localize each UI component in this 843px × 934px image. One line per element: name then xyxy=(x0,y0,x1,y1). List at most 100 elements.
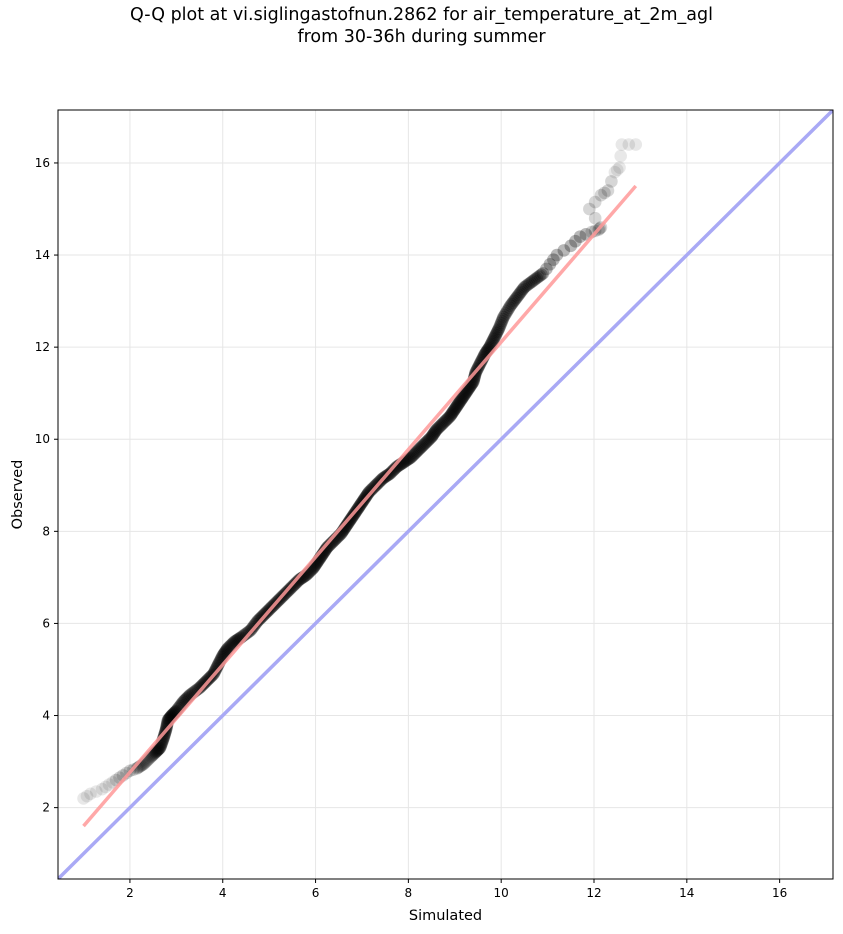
data-point xyxy=(422,432,436,446)
x-tick-label: 14 xyxy=(679,886,694,900)
data-point xyxy=(322,540,335,553)
data-point xyxy=(439,414,452,428)
data-point xyxy=(494,318,507,332)
data-point xyxy=(435,417,449,431)
x-tick-label: 12 xyxy=(586,886,601,900)
plot-frame xyxy=(57,109,834,880)
data-point xyxy=(442,411,456,424)
data-point xyxy=(532,270,545,284)
data-point xyxy=(515,284,529,297)
data-point xyxy=(519,279,533,293)
data-point xyxy=(512,288,525,302)
data-point xyxy=(239,627,253,641)
data-point xyxy=(598,186,611,200)
data-point xyxy=(564,239,578,253)
y-tick-label: 4 xyxy=(42,709,50,723)
data-point xyxy=(511,290,524,303)
data-point xyxy=(409,446,422,460)
data-point xyxy=(450,400,463,414)
x-tick-label: 10 xyxy=(494,886,509,900)
data-point xyxy=(223,640,237,653)
data-point xyxy=(484,337,498,351)
data-point xyxy=(456,391,469,405)
data-point xyxy=(503,301,516,314)
data-point xyxy=(222,641,235,654)
data-point xyxy=(403,452,416,465)
data-point xyxy=(522,277,536,291)
data-point xyxy=(535,268,548,281)
data-point xyxy=(615,138,629,151)
data-point xyxy=(425,430,438,444)
y-tick-label: 2 xyxy=(42,801,50,815)
data-point xyxy=(449,401,462,415)
identity-line xyxy=(58,110,833,879)
data-point xyxy=(340,518,354,531)
data-point xyxy=(440,413,453,426)
data-point xyxy=(405,450,419,463)
data-point xyxy=(77,792,90,805)
plot-area xyxy=(58,110,833,879)
data-point xyxy=(415,439,429,453)
data-point xyxy=(446,406,459,420)
data-point xyxy=(601,184,615,197)
data-point xyxy=(218,645,232,659)
x-tick-label: 16 xyxy=(772,886,787,900)
data-point xyxy=(427,427,441,440)
data-point xyxy=(493,320,506,334)
data-point xyxy=(457,389,471,402)
data-point xyxy=(412,443,426,456)
data-point xyxy=(342,515,356,529)
data-point xyxy=(458,388,472,401)
data-point xyxy=(153,741,167,755)
data-point xyxy=(291,574,305,588)
data-point xyxy=(487,331,501,345)
data-point xyxy=(426,428,440,441)
data-point xyxy=(120,766,133,780)
grid xyxy=(58,110,833,879)
data-point xyxy=(486,334,499,348)
data-point xyxy=(193,681,206,695)
data-point xyxy=(89,785,103,798)
data-point xyxy=(226,636,240,650)
data-point xyxy=(414,441,428,454)
data-point xyxy=(508,293,522,306)
data-point xyxy=(221,642,234,656)
data-point xyxy=(426,429,439,443)
data-point xyxy=(499,307,513,320)
data-point xyxy=(614,149,627,163)
data-point xyxy=(433,420,446,433)
data-point xyxy=(588,211,602,225)
data-point xyxy=(106,775,119,789)
data-point xyxy=(429,423,443,437)
data-point xyxy=(492,322,506,336)
data-point xyxy=(410,445,423,459)
data-point xyxy=(441,412,455,425)
data-point xyxy=(419,436,433,449)
data-point xyxy=(432,421,445,435)
data-point xyxy=(406,449,420,462)
data-point xyxy=(622,138,636,151)
data-point xyxy=(573,230,587,243)
data-point xyxy=(151,743,165,757)
data-point xyxy=(80,789,94,803)
data-point xyxy=(343,514,356,528)
data-point xyxy=(454,393,468,407)
data-point xyxy=(388,462,401,476)
data-point xyxy=(99,780,112,794)
data-point xyxy=(404,451,417,464)
data-point xyxy=(84,787,97,801)
data-point xyxy=(516,282,530,296)
data-point xyxy=(443,409,457,423)
data-point xyxy=(613,161,626,174)
data-point xyxy=(444,408,458,422)
data-point xyxy=(487,333,500,346)
fit-line xyxy=(82,184,638,828)
data-point xyxy=(241,626,254,639)
data-point xyxy=(320,542,333,555)
data-point xyxy=(488,330,502,343)
data-point xyxy=(459,386,472,400)
data-point xyxy=(533,269,547,283)
data-point xyxy=(485,336,499,349)
data-point xyxy=(594,188,608,202)
